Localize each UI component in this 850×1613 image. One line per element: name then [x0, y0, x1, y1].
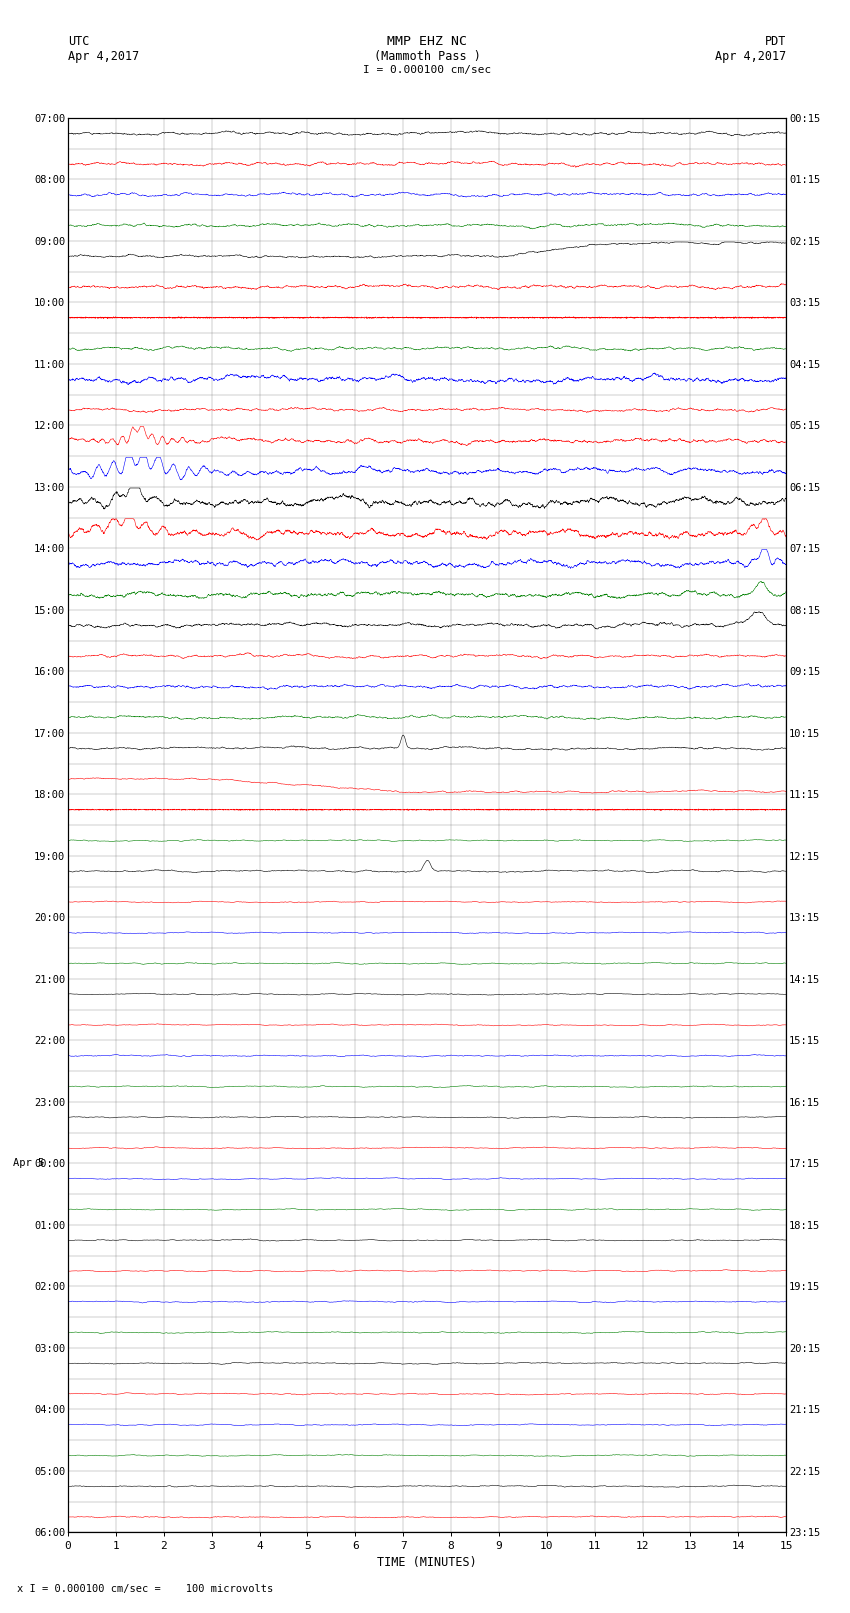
- Text: MMP EHZ NC: MMP EHZ NC: [387, 35, 468, 48]
- Text: PDT: PDT: [765, 35, 786, 48]
- Text: UTC: UTC: [68, 35, 89, 48]
- X-axis label: TIME (MINUTES): TIME (MINUTES): [377, 1555, 477, 1568]
- Text: (Mammoth Pass ): (Mammoth Pass ): [374, 50, 480, 63]
- Text: x I = 0.000100 cm/sec =    100 microvolts: x I = 0.000100 cm/sec = 100 microvolts: [17, 1584, 273, 1594]
- Text: Apr 4,2017: Apr 4,2017: [715, 50, 786, 63]
- Text: I = 0.000100 cm/sec: I = 0.000100 cm/sec: [363, 65, 491, 74]
- Text: Apr 4,2017: Apr 4,2017: [68, 50, 139, 63]
- Text: Apr 5: Apr 5: [13, 1158, 44, 1168]
